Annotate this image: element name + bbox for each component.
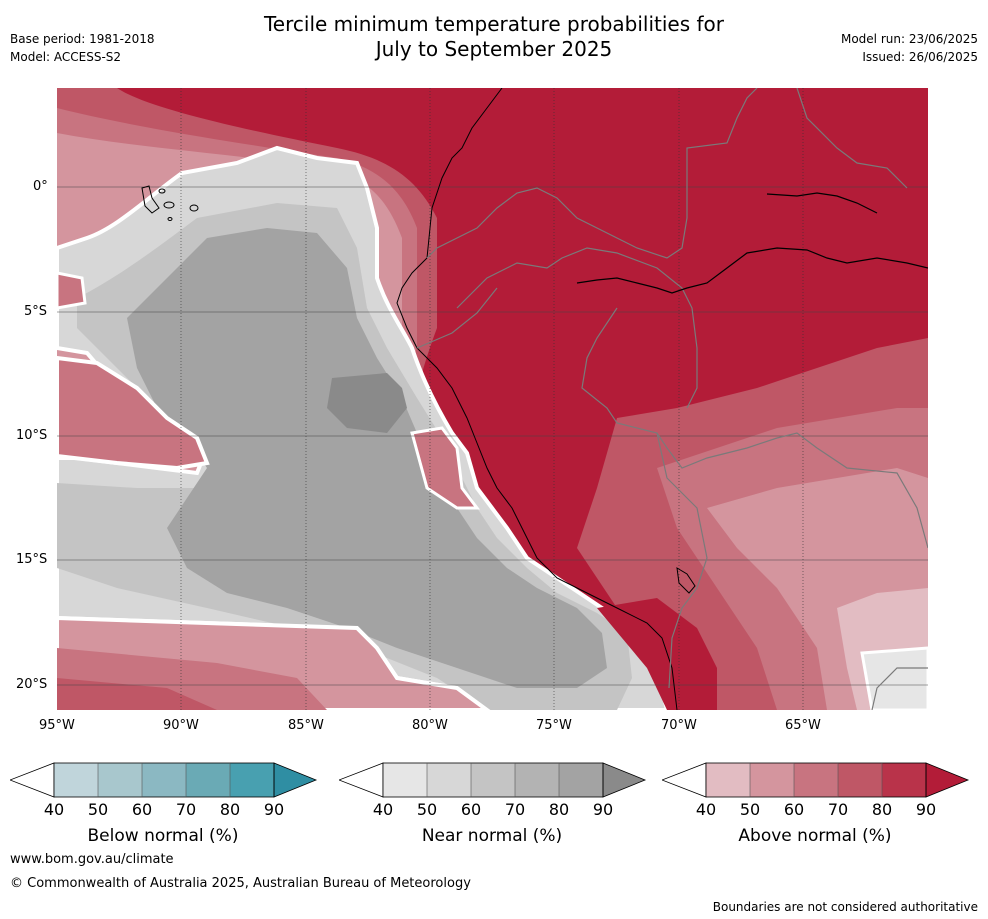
model-run: Model run: 23/06/2025	[840, 32, 978, 46]
above-normal-southwest-band-70	[57, 678, 217, 710]
legend-below-tick: 90	[263, 800, 285, 819]
legend-below-tick: 70	[175, 800, 197, 819]
right-metadata: Model run: 23/06/2025 Issued: 26/06/2025	[841, 30, 978, 66]
legend-near-tick: 40	[372, 800, 394, 819]
legend-near-tick: 90	[592, 800, 614, 819]
lat-label-10s: 10°S	[16, 428, 48, 443]
near-normal-band-80	[127, 228, 607, 688]
lon-label-65w: 65°W	[785, 718, 821, 733]
legend-above-tick: 60	[783, 800, 805, 819]
title-line-1: Tercile minimum temperature probabilitie…	[263, 12, 725, 36]
lat-label-20s: 20°S	[16, 677, 48, 692]
above-normal-coastal-patch	[410, 426, 480, 510]
legend-below-tick: 60	[131, 800, 153, 819]
lon-label-85w: 85°W	[288, 718, 324, 733]
legend-near-tick: 70	[504, 800, 526, 819]
coastline	[396, 88, 678, 710]
lon-label-95w: 95°W	[39, 718, 75, 733]
near-normal-band-90	[327, 373, 407, 433]
galapagos-islands	[141, 185, 199, 221]
copyright-notice: © Commonwealth of Australia 2025, Austra…	[10, 876, 471, 891]
boundary-disclaimer: Boundaries are not considered authoritat…	[712, 900, 978, 914]
left-metadata: Base period: 1981-2018 Model: ACCESS-S2	[10, 30, 155, 66]
map-title: Tercile minimum temperature probabilitie…	[0, 12, 988, 62]
near-normal-southeast-corner	[860, 646, 928, 710]
issued-date: Issued: 26/06/2025	[862, 50, 978, 64]
legend-near-ticks: 40 50 60 70 80 90	[329, 800, 659, 820]
lat-label-15s: 15°S	[16, 552, 48, 567]
legend-above-label: Above normal (%)	[738, 826, 892, 846]
above-normal-andes-ridge	[597, 598, 717, 710]
above-normal-west-patch	[57, 355, 210, 471]
legend-above-tick: 70	[827, 800, 849, 819]
website-url: www.bom.gov.au/climate	[10, 852, 174, 867]
legend-above-tick: 80	[871, 800, 893, 819]
legend-above-ticks: 40 50 60 70 80 90	[652, 800, 982, 820]
legend-below-colorbar	[10, 762, 318, 798]
rivers	[576, 192, 928, 294]
legend-below-label: Below normal (%)	[87, 826, 239, 846]
lat-label-5s: 5°S	[24, 304, 48, 319]
title-line-2: July to September 2025	[375, 37, 613, 61]
model-name: Model: ACCESS-S2	[10, 50, 122, 64]
legend-below-ticks: 40 50 60 70 80 90	[0, 800, 330, 820]
legend-below-tick: 40	[43, 800, 65, 819]
legend-above-tick: 50	[739, 800, 761, 819]
lon-label-90w: 90°W	[163, 718, 199, 733]
legend-near-tick: 80	[548, 800, 570, 819]
lon-label-80w: 80°W	[412, 718, 448, 733]
lon-label-70w: 70°W	[661, 718, 697, 733]
legend-near-colorbar	[339, 762, 647, 798]
legend-near-tick: 50	[416, 800, 438, 819]
legend-below-tick: 50	[87, 800, 109, 819]
base-period: Base period: 1981-2018	[10, 32, 155, 46]
lat-label-0: 0°	[33, 179, 48, 194]
probability-map	[57, 88, 928, 710]
above-normal-small-patch	[57, 271, 87, 310]
legend-near-label: Near normal (%)	[421, 826, 563, 846]
country-borders	[416, 88, 928, 710]
lon-label-75w: 75°W	[536, 718, 572, 733]
legend-above-tick: 40	[695, 800, 717, 819]
legend-near-tick: 60	[460, 800, 482, 819]
legend-above-tick: 90	[915, 800, 937, 819]
legend-above-colorbar	[662, 762, 970, 798]
lake-titicaca	[676, 567, 696, 594]
legend-below-tick: 80	[219, 800, 241, 819]
